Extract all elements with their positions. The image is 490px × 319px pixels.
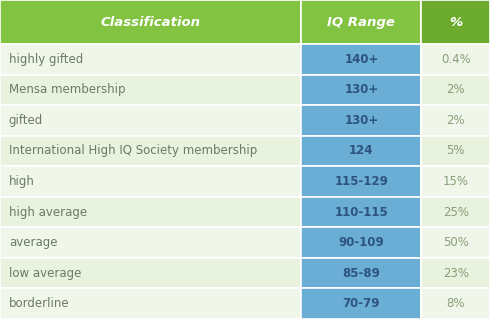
Text: 124: 124 [349, 145, 374, 158]
Text: Classification: Classification [100, 16, 201, 28]
Bar [0, 166, 301, 197]
Bar [421, 136, 490, 166]
Bar [301, 75, 421, 105]
Text: highly gifted: highly gifted [9, 53, 83, 66]
Bar [0, 258, 301, 288]
Bar [0, 288, 301, 319]
Bar [421, 105, 490, 136]
Text: 85-89: 85-89 [343, 267, 380, 280]
Bar [0, 0, 301, 44]
Bar [421, 197, 490, 227]
Bar [301, 258, 421, 288]
Text: 25%: 25% [442, 205, 469, 219]
Text: 15%: 15% [442, 175, 469, 188]
Text: low average: low average [9, 267, 81, 280]
Bar [421, 44, 490, 75]
Text: 130+: 130+ [344, 83, 378, 96]
Bar [421, 0, 490, 44]
Bar [0, 197, 301, 227]
Text: 0.4%: 0.4% [441, 53, 470, 66]
Text: 140+: 140+ [344, 53, 379, 66]
Text: International High IQ Society membership: International High IQ Society membership [9, 145, 257, 158]
Text: %: % [449, 16, 463, 28]
Text: 110-115: 110-115 [335, 205, 388, 219]
Text: gifted: gifted [9, 114, 43, 127]
Text: borderline: borderline [9, 297, 70, 310]
Bar [421, 288, 490, 319]
Bar [301, 166, 421, 197]
Text: 90-109: 90-109 [339, 236, 384, 249]
Bar [0, 136, 301, 166]
Text: 130+: 130+ [344, 114, 378, 127]
Bar [0, 227, 301, 258]
Text: high: high [9, 175, 35, 188]
Bar [0, 105, 301, 136]
Bar [421, 75, 490, 105]
Bar [301, 0, 421, 44]
Bar [301, 288, 421, 319]
Text: 115-129: 115-129 [335, 175, 388, 188]
Bar [0, 75, 301, 105]
Text: high average: high average [9, 205, 87, 219]
Bar [301, 197, 421, 227]
Bar [301, 105, 421, 136]
Bar [421, 258, 490, 288]
Bar [421, 166, 490, 197]
Bar [301, 44, 421, 75]
Text: 23%: 23% [442, 267, 469, 280]
Bar [421, 227, 490, 258]
Text: 2%: 2% [446, 83, 465, 96]
Text: 8%: 8% [446, 297, 465, 310]
Bar [301, 136, 421, 166]
Text: Mensa membership: Mensa membership [9, 83, 125, 96]
Text: IQ Range: IQ Range [327, 16, 395, 28]
Text: average: average [9, 236, 57, 249]
Bar [0, 44, 301, 75]
Text: 5%: 5% [446, 145, 465, 158]
Text: 2%: 2% [446, 114, 465, 127]
Text: 70-79: 70-79 [343, 297, 380, 310]
Text: 50%: 50% [443, 236, 468, 249]
Bar [301, 227, 421, 258]
